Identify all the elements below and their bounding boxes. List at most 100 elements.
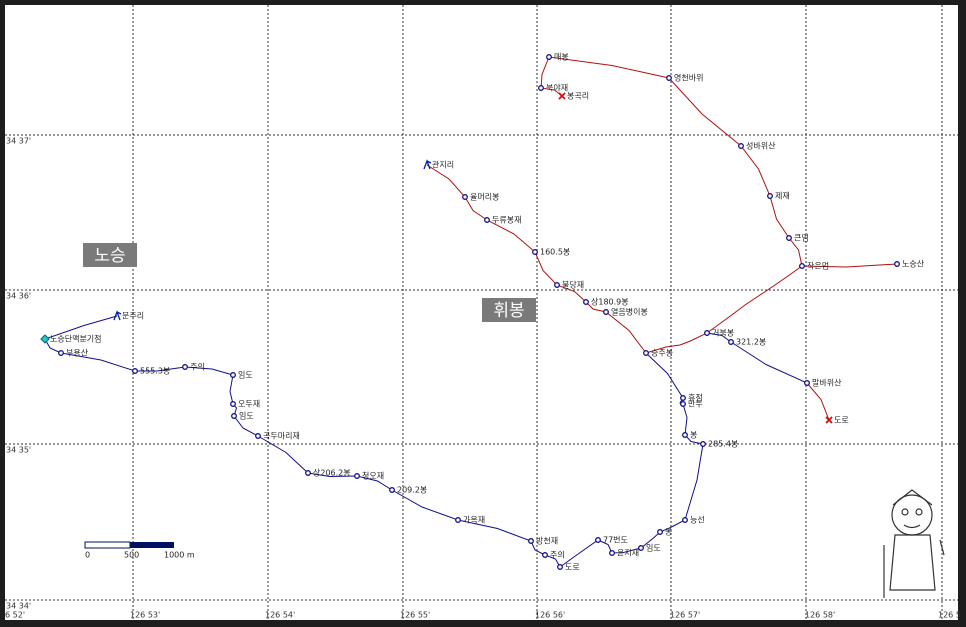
- longitude-label: 6 52': [5, 611, 25, 620]
- waypoint-marker: [532, 249, 538, 255]
- waypoint-marker: [132, 368, 138, 374]
- waypoint-label: 두류봉재: [492, 216, 521, 225]
- longitude-label: 126 5: [938, 611, 961, 620]
- latitude-label: 34 36': [6, 292, 31, 301]
- waypoint-label: 청오재: [362, 472, 384, 481]
- waypoint-marker: [58, 350, 64, 356]
- region-label: 노승: [94, 246, 125, 266]
- waypoint-marker: [825, 416, 833, 424]
- waypoint-marker: [767, 193, 773, 199]
- waypoint-marker: [603, 309, 609, 315]
- waypoint-label: 주의: [550, 550, 565, 560]
- waypoint-marker: [595, 537, 601, 543]
- waypoint-label: 봉: [665, 528, 672, 537]
- waypoint-label: 열음병이봉: [611, 307, 648, 317]
- waypoint-marker: [894, 261, 900, 267]
- waypoint-label: 160.5봉: [540, 248, 570, 257]
- longitude-label: 126 58': [805, 611, 835, 620]
- waypoint-marker: [804, 380, 810, 386]
- waypoint-label: 임도: [646, 544, 661, 553]
- waypoint-marker: [554, 282, 560, 288]
- waypoint-marker: [638, 545, 644, 551]
- longitude-label: 126 57': [670, 611, 700, 620]
- waypoint-marker: [542, 552, 548, 558]
- waypoint-label: 도로: [565, 563, 580, 572]
- longitude-label: 126 53': [130, 611, 160, 620]
- route: [806, 382, 830, 421]
- waypoint-label: 거북봉: [712, 329, 734, 338]
- waypoint-label: 곡두마리재: [263, 432, 300, 441]
- waypoint-label: 봉곡리: [567, 92, 589, 101]
- route: [426, 164, 647, 354]
- waypoint-label: 봉: [690, 431, 697, 440]
- waypoint-label: 능선: [690, 516, 705, 525]
- waypoint-marker: [799, 263, 805, 269]
- waypoint-marker: [609, 550, 615, 556]
- waypoint-marker: [704, 330, 710, 336]
- map-area: [5, 5, 958, 620]
- waypoint-label: 임도: [238, 371, 253, 380]
- waypoint-label: 매봉: [554, 53, 569, 62]
- waypoint-marker: [231, 413, 237, 419]
- scale-label: 500: [124, 551, 139, 560]
- waypoint-marker: [484, 217, 490, 223]
- waypoint-label: 285.4봉: [708, 440, 738, 449]
- waypoint-marker: [546, 54, 552, 60]
- waypoint-marker: [657, 529, 663, 535]
- waypoint-marker: [354, 473, 360, 479]
- waypoint-marker: [700, 441, 706, 447]
- waypoint-label: 오두재: [238, 400, 260, 409]
- waypoint-label: 77번도: [603, 536, 628, 545]
- waypoint-label: 제재: [775, 192, 790, 201]
- waypoint-marker: [40, 334, 50, 344]
- region-badge: [482, 298, 536, 322]
- waypoint-label: 승주봉: [651, 349, 673, 358]
- route: [645, 265, 803, 354]
- waypoint-marker: [389, 487, 395, 493]
- waypoint-label: 문주리: [122, 312, 144, 321]
- scale-label: 1000 m: [164, 551, 195, 560]
- latitude-label: 34 37': [6, 137, 31, 146]
- waypoint-label: 휴점: [688, 393, 703, 403]
- waypoint-label: 만두: [688, 400, 703, 409]
- waypoint-label: 상206.2봉: [313, 468, 351, 478]
- waypoint-marker: [305, 470, 311, 476]
- waypoint-marker: [786, 235, 792, 241]
- waypoint-label: 부용산: [66, 348, 89, 358]
- waypoint-label: 노승산: [902, 259, 925, 269]
- waypoint-label: 도로: [834, 416, 849, 425]
- waypoint-marker: [558, 92, 566, 100]
- cartoon: [883, 489, 945, 598]
- waypoint-marker: [643, 350, 649, 356]
- waypoint-label: 555.3봉: [140, 367, 170, 376]
- waypoint-marker: [455, 517, 461, 523]
- waypoint-label: 주의: [190, 362, 205, 372]
- waypoint-label: 관지리: [432, 160, 454, 170]
- waypoint-marker: [666, 75, 672, 81]
- waypoint-marker: [230, 372, 236, 378]
- waypoint-marker: [255, 433, 261, 439]
- waypoint-label: 북야재: [546, 83, 568, 93]
- waypoint-marker: [738, 143, 744, 149]
- waypoint-marker: [728, 339, 734, 345]
- waypoint-label: 말바위산: [812, 378, 842, 388]
- latitude-label: 34 35': [6, 446, 31, 455]
- waypoint-marker: [583, 299, 589, 305]
- latitude-label: 34 34': [6, 602, 31, 611]
- waypoint-marker: [682, 432, 688, 438]
- route: [44, 315, 704, 568]
- longitude-label: 126 55': [400, 611, 430, 620]
- longitude-label: 126 54': [265, 611, 295, 620]
- waypoint-label: 노승단맥분기점: [50, 334, 102, 344]
- waypoint-label: 321.2봉: [736, 338, 766, 347]
- region-badge: [83, 243, 137, 267]
- waypoint-marker: [680, 401, 686, 407]
- waypoint-marker: [423, 159, 432, 170]
- waypoint-label: 상180.9봉: [591, 297, 629, 307]
- waypoint-marker: [113, 310, 122, 321]
- waypoint-label: 불당재: [562, 280, 584, 290]
- waypoint-label: 작은멈: [807, 261, 829, 271]
- waypoint-label: 임도: [239, 412, 254, 421]
- waypoint-label: 성바위산: [746, 141, 776, 151]
